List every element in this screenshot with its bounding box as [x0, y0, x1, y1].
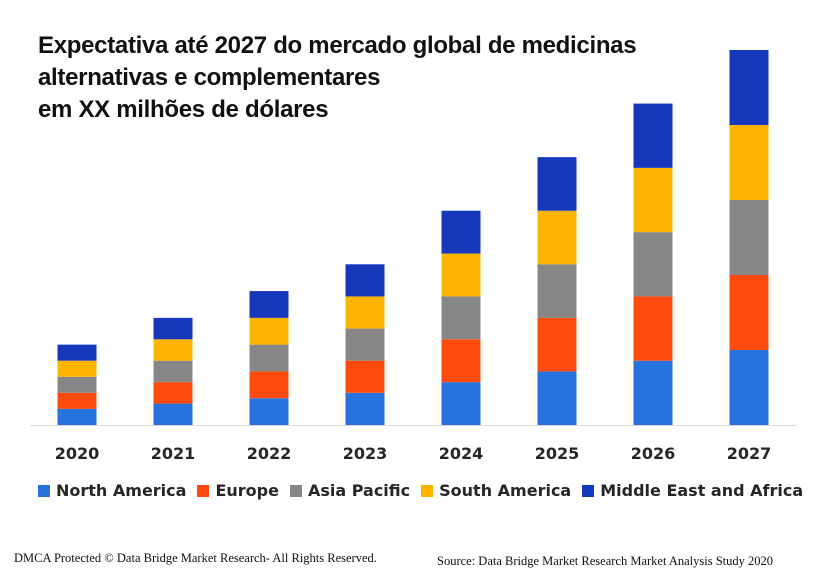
- legend-label-europe: Europe: [215, 481, 279, 500]
- chart-title: Expectativa até 2027 do mercado global d…: [38, 30, 637, 126]
- legend-swatch-north-america: [38, 484, 50, 497]
- bar-segment-middle-east-and-africa-2027: [729, 50, 769, 125]
- bars-group: [57, 50, 769, 425]
- bar-segment-north-america-2027: [729, 350, 769, 425]
- bar-segment-south-america-2024: [441, 253, 481, 297]
- bar-segment-south-america-2023: [345, 296, 385, 329]
- bar-segment-north-america-2024: [441, 382, 481, 425]
- legend-item-middle-east-africa: Middle East and Africa: [582, 481, 803, 500]
- bar-segment-middle-east-and-africa-2023: [345, 264, 385, 297]
- x-tick-label-2022: 2022: [247, 444, 292, 463]
- bar-segment-middle-east-and-africa-2021: [153, 317, 193, 340]
- bar-segment-europe-2025: [537, 317, 577, 372]
- bar-segment-north-america-2022: [249, 398, 289, 425]
- source-note: Source: Data Bridge Market Research Mark…: [437, 554, 774, 568]
- legend-item-europe: Europe: [197, 481, 279, 500]
- x-tick-label-2021: 2021: [151, 444, 196, 463]
- bar-segment-middle-east-and-africa-2026: [633, 103, 673, 168]
- legend-swatch-south-america: [421, 484, 434, 497]
- x-tick-label-2026: 2026: [631, 444, 676, 463]
- legend-label-middle-east-africa: Middle East and Africa: [600, 481, 804, 500]
- bar-segment-north-america-2020: [57, 408, 97, 425]
- copyright-notice: DMCA Protected © Data Bridge Market Rese…: [14, 551, 377, 565]
- stacked-bar-chart: 2020 2021 2022 2023 2024 2025 2026 2027: [30, 50, 796, 463]
- bar-segment-asia-pacific-2027: [729, 200, 769, 275]
- legend-label-north-america: North America: [56, 481, 187, 500]
- x-tick-label-2023: 2023: [343, 444, 388, 463]
- legend-label-asia-pacific: Asia Pacific: [307, 481, 411, 500]
- x-axis-labels: 2020 2021 2022 2023 2024 2025 2026 2027: [55, 444, 772, 463]
- bar-segment-asia-pacific-2020: [57, 376, 97, 393]
- chart-title-line-2: alternativas e complementares: [38, 64, 381, 91]
- bar-segment-europe-2023: [345, 360, 385, 393]
- legend-item-south-america: South America: [421, 481, 571, 500]
- bar-segment-north-america-2026: [633, 360, 673, 425]
- bar-segment-europe-2024: [441, 339, 481, 383]
- bar-segment-middle-east-and-africa-2024: [441, 210, 481, 254]
- bar-segment-south-america-2021: [153, 339, 193, 361]
- bar-segment-middle-east-and-africa-2020: [57, 344, 97, 361]
- bar-segment-south-america-2027: [729, 125, 769, 200]
- chart-title-line-3: em XX milhões de dólares: [38, 96, 329, 123]
- bar-segment-europe-2021: [153, 382, 193, 404]
- bar-segment-asia-pacific-2023: [345, 328, 385, 361]
- bar-segment-south-america-2022: [249, 317, 289, 345]
- bar-segment-north-america-2021: [153, 403, 193, 425]
- legend-swatch-asia-pacific: [289, 484, 302, 497]
- bar-segment-south-america-2026: [633, 167, 673, 233]
- x-tick-label-2024: 2024: [439, 444, 484, 463]
- bar-segment-europe-2026: [633, 296, 673, 361]
- bar-segment-south-america-2020: [57, 360, 97, 377]
- bar-segment-europe-2022: [249, 371, 289, 399]
- bar-segment-north-america-2023: [345, 392, 385, 425]
- bar-segment-middle-east-and-africa-2025: [537, 157, 577, 211]
- bar-segment-europe-2027: [729, 275, 769, 350]
- bar-segment-north-america-2025: [537, 371, 577, 425]
- bar-segment-middle-east-and-africa-2022: [249, 291, 289, 318]
- x-tick-label-2020: 2020: [55, 444, 100, 463]
- bar-segment-europe-2020: [57, 392, 97, 409]
- legend-item-asia-pacific: Asia Pacific: [289, 481, 411, 500]
- chart-title-line-1: Expectativa até 2027 do mercado global d…: [38, 32, 637, 59]
- legend-swatch-europe: [197, 484, 210, 497]
- bar-segment-asia-pacific-2022: [249, 344, 289, 372]
- bar-segment-asia-pacific-2026: [633, 232, 673, 297]
- bar-segment-asia-pacific-2024: [441, 296, 481, 340]
- legend: North America Europe Asia Pacific South …: [38, 481, 814, 500]
- legend-item-north-america: North America: [38, 481, 186, 500]
- bar-segment-asia-pacific-2025: [537, 264, 577, 318]
- x-tick-label-2027: 2027: [727, 444, 772, 463]
- legend-swatch-middle-east-africa: [582, 484, 595, 497]
- bar-segment-asia-pacific-2021: [153, 360, 193, 383]
- legend-label-south-america: South America: [439, 481, 572, 500]
- x-tick-label-2025: 2025: [535, 444, 580, 463]
- bar-segment-south-america-2025: [537, 210, 577, 265]
